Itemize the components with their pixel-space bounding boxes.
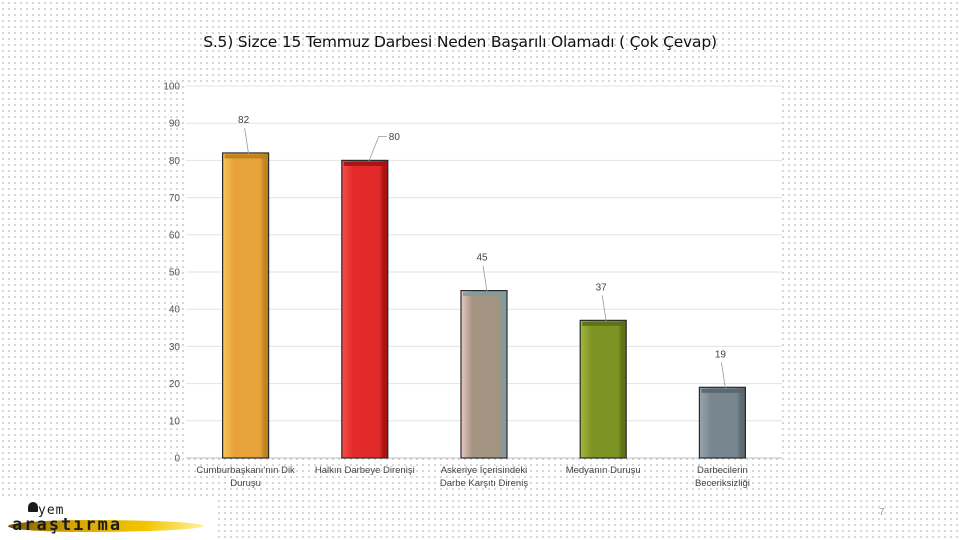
x-tick-label: Darbecilerin — [697, 465, 748, 476]
company-logo: yem araştırma — [0, 500, 215, 538]
y-tick-label: 60 — [169, 230, 181, 241]
y-tick-label: 80 — [169, 156, 181, 167]
data-label-leader — [244, 127, 249, 155]
data-label: 80 — [389, 132, 401, 143]
data-label-leader — [721, 362, 726, 389]
x-tick-label: Halkın Darbeye Direnişi — [315, 465, 415, 476]
data-label: 37 — [596, 282, 608, 293]
y-tick-label: 100 — [163, 82, 180, 93]
logo-text-bottom: araştırma — [12, 515, 123, 535]
y-tick-label: 90 — [169, 119, 181, 130]
bar-bevel — [582, 321, 625, 326]
bar-shade — [501, 295, 505, 457]
y-tick-label: 10 — [169, 416, 181, 427]
bar-bevel — [343, 161, 386, 166]
x-tick-label: Medyanın Duruşu — [566, 465, 641, 476]
bar — [698, 386, 747, 459]
slide-title: S.5) Sizce 15 Temmuz Darbesi Neden Başar… — [203, 33, 717, 51]
bar-bevel — [224, 154, 267, 159]
bar — [579, 319, 627, 459]
x-tick-label: Beceriksizliği — [695, 478, 750, 489]
data-label-leader — [368, 135, 387, 162]
bar — [341, 159, 389, 459]
bar-shade — [620, 325, 625, 457]
x-tick-label: Duruşu — [230, 478, 261, 489]
data-label-leader — [482, 265, 488, 292]
bar-bevel — [463, 292, 505, 297]
bar-shade — [381, 165, 386, 457]
y-tick-label: 50 — [169, 268, 181, 279]
x-tick-label: Darbe Karşıtı Direniş — [440, 478, 528, 489]
data-label: 82 — [238, 115, 250, 126]
y-tick-label: 0 — [174, 454, 180, 465]
data-label-leader — [601, 295, 607, 322]
x-tick-label: Cumburbaşkanı'nın Dik — [196, 465, 295, 476]
bar — [460, 290, 508, 459]
x-tick-label: Askeriye İçerisindeki — [441, 465, 528, 476]
bar-shade — [262, 157, 267, 457]
y-tick-label: 30 — [169, 342, 181, 353]
page-number: 7 — [879, 507, 885, 518]
logo-text-top: yem — [38, 503, 65, 518]
y-tick-label: 40 — [169, 305, 181, 316]
data-label: 45 — [476, 253, 488, 264]
bar-bevel — [701, 388, 744, 393]
data-label: 19 — [715, 349, 727, 360]
logo-mark-icon — [28, 502, 38, 512]
y-tick-label: 20 — [169, 379, 181, 390]
y-tick-label: 70 — [169, 193, 181, 204]
bar — [222, 152, 270, 459]
bar-shade — [739, 392, 744, 457]
